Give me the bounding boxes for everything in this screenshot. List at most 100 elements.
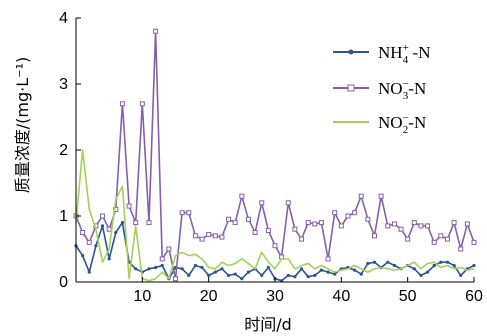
data-point-no3 [252,230,258,235]
data-point-no3 [425,223,431,229]
data-point-nh4 [419,273,423,277]
data-point-nh4 [154,265,158,270]
x-tick-label: 30 [266,288,284,305]
data-point-no3 [438,233,444,239]
legend-marker-nh4 [348,49,354,55]
data-point-nh4 [87,270,91,274]
data-point-no3 [86,239,92,245]
data-point-nh4 [114,230,118,235]
data-point-no3 [272,243,278,249]
data-point-no3 [292,226,298,232]
y-axis-title: 质量浓度/(mg·L⁻¹) [13,57,32,193]
data-point-no3 [332,210,338,216]
data-point-nh4 [366,261,370,266]
legend-item-nh4: NH+ 4 -N [333,42,430,66]
data-point-no3 [159,256,165,262]
data-point-no3 [325,256,331,262]
data-point-nh4 [120,221,125,225]
data-point-nh4 [326,270,330,274]
data-point-nh4 [452,263,456,268]
data-point-no3 [318,220,324,226]
data-point-nh4 [280,279,284,283]
data-point-no3 [471,239,477,245]
data-point-nh4 [226,273,231,277]
data-point-nh4 [207,273,211,277]
data-point-no3 [265,228,271,234]
data-point-no3 [219,234,225,240]
data-point-no3 [199,236,205,242]
legend-marker-no3 [347,84,355,92]
data-point-nh4 [313,273,317,277]
data-point-nh4 [160,263,164,268]
data-point-no3 [451,220,457,226]
series-layer [73,28,477,283]
data-point-no3 [226,216,232,222]
data-point-no3 [232,220,238,226]
data-point-nh4 [299,267,304,271]
data-point-nh4 [359,272,363,276]
data-point-nh4 [439,260,443,264]
data-point-nh4 [392,263,396,268]
data-point-nh4 [445,260,450,264]
data-point-nh4 [240,277,244,281]
data-point-nh4 [147,267,151,271]
data-point-no3 [431,239,437,245]
data-point-nh4 [353,268,357,272]
data-point-no3 [239,193,245,199]
data-point-no3 [312,221,318,227]
data-point-nh4 [412,267,416,271]
x-tick-label: 20 [200,288,218,305]
x-tick-label: 10 [133,288,151,305]
data-point-nh4 [200,265,204,270]
data-point-no3 [166,246,172,252]
y-tick-label: 1 [59,208,68,225]
legend-item-no2: NO− 2-N [333,112,426,136]
data-point-nh4 [193,263,197,268]
data-point-nh4 [134,267,138,271]
data-point-no3 [126,203,132,209]
data-point-nh4 [107,257,111,261]
axes-layer: 0 1 2 3 4 10 20 30 40 50 60 [59,10,483,305]
data-point-no3 [372,233,377,239]
data-point-no3 [405,236,411,242]
data-point-no3 [153,28,159,34]
data-point-no3 [418,223,424,229]
data-point-nh4 [213,270,217,274]
legend-label-no2: NO− 2-N [378,112,426,136]
data-point-no3 [212,233,218,239]
data-point-no3 [133,220,139,226]
data-point-no3 [100,213,106,219]
data-point-no3 [464,221,470,227]
data-point-no3 [365,216,371,222]
series-no3 [73,28,477,282]
data-point-no3 [444,236,450,242]
data-point-nh4 [472,263,476,268]
data-point-nh4 [187,273,191,277]
x-tick-label: 60 [465,288,483,305]
data-point-nh4 [260,273,264,277]
y-tick-label: 0 [59,274,68,291]
data-point-no3 [398,226,404,232]
data-point-nh4 [459,273,463,277]
data-point-no3 [352,210,358,216]
y-tick-label: 3 [59,76,68,93]
data-point-no3 [206,231,212,237]
data-point-no3 [285,200,291,206]
data-point-no3 [146,220,152,226]
data-point-no3 [106,226,112,232]
x-tick-label: 40 [332,288,350,305]
y-tick-label: 2 [59,142,68,159]
data-point-nh4 [246,270,251,274]
data-point-no3 [119,101,125,107]
legend-label-nh4: NH+ 4 -N [378,42,430,66]
data-point-nh4 [372,260,377,264]
data-point-nh4 [81,254,85,258]
data-point-no3 [338,223,344,229]
data-point-no3 [299,236,305,242]
x-tick-label: 50 [399,288,417,305]
data-point-no3 [358,193,364,199]
data-point-nh4 [180,267,184,271]
data-point-nh4 [333,272,337,276]
data-point-no3 [245,216,251,222]
x-axis-title: 时间/d [244,315,292,334]
